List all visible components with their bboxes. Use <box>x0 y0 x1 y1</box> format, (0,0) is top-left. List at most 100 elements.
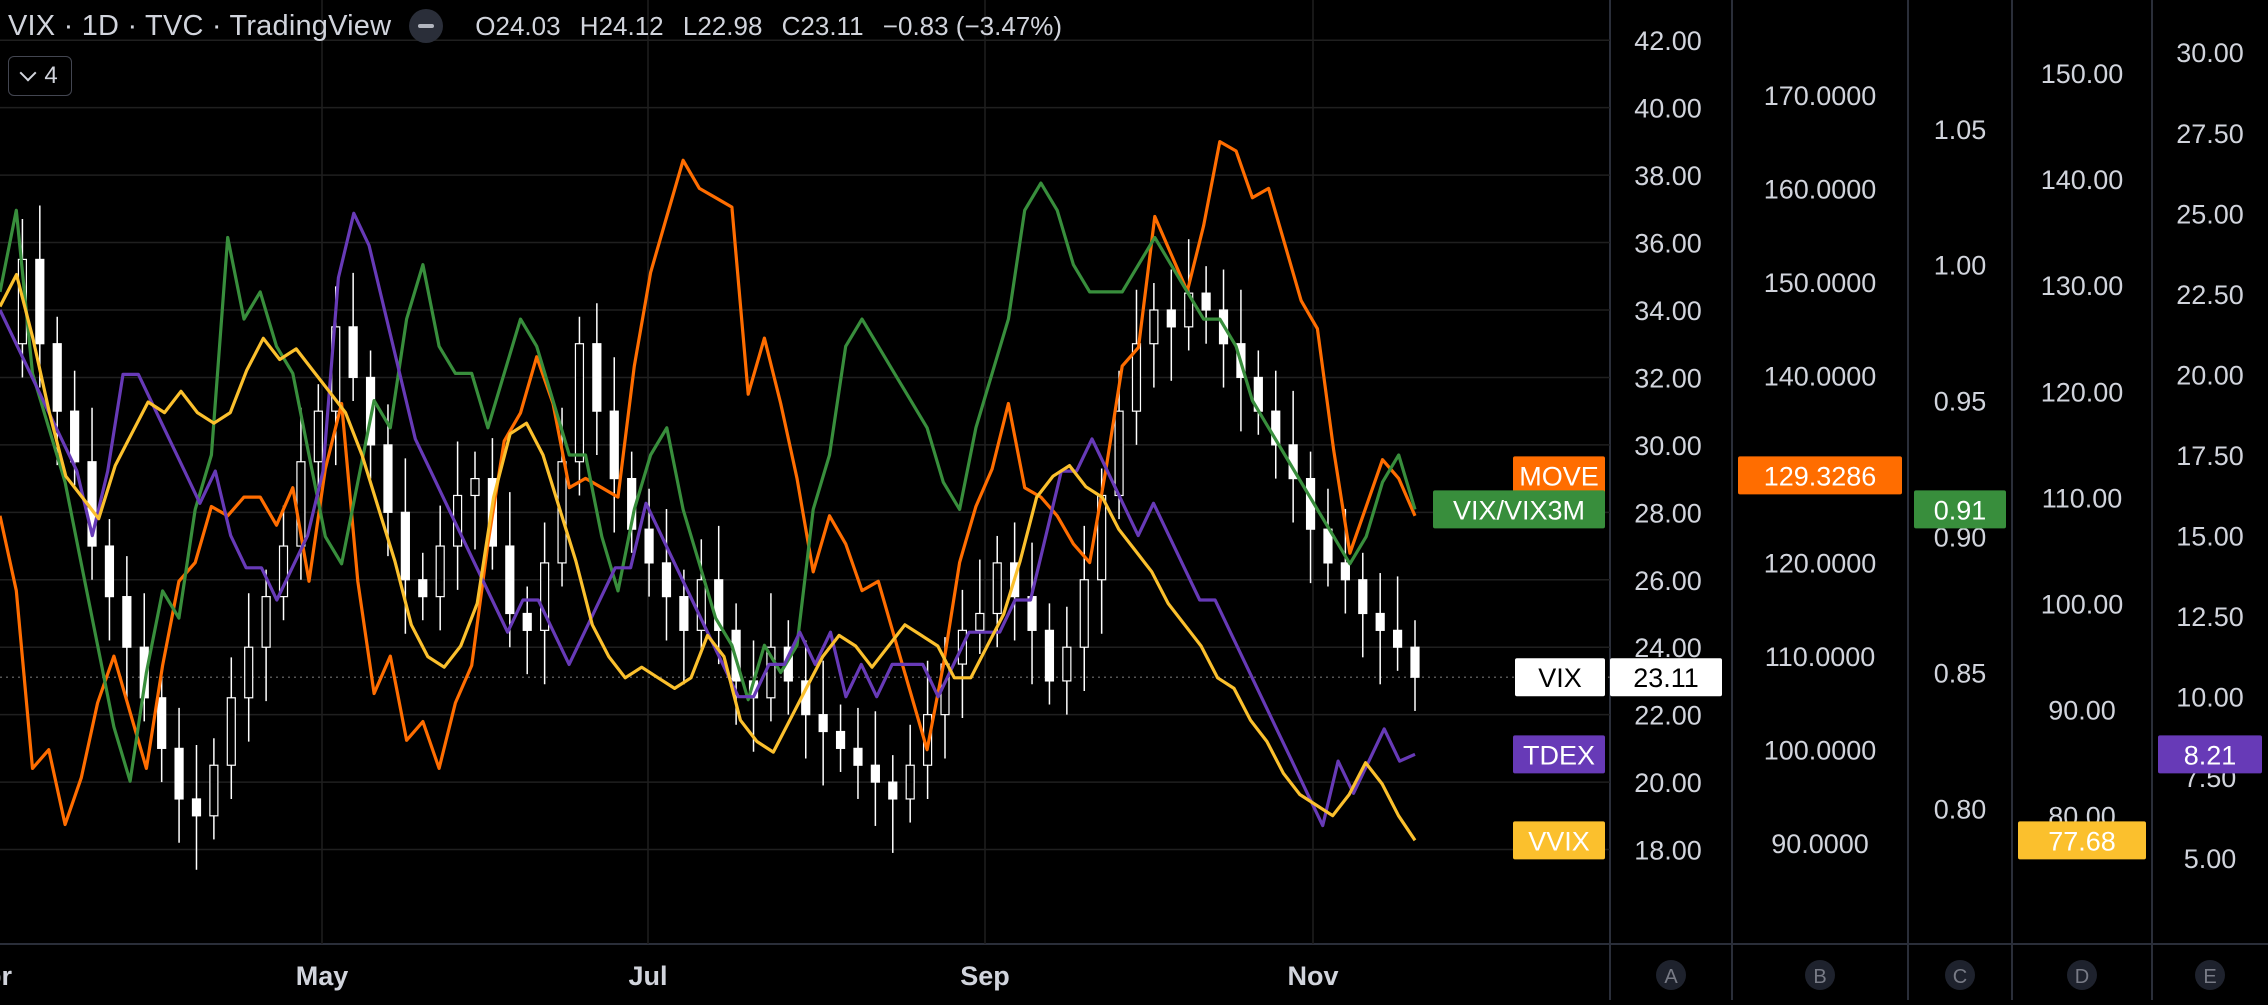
axis-d-tick: 140.00 <box>2041 165 2124 195</box>
main-axis-tick: 20.00 <box>1634 768 1702 798</box>
candle-body <box>505 545 515 615</box>
candle-body <box>122 596 132 648</box>
axis-b-tick: 120.0000 <box>1764 549 1877 579</box>
candle-body <box>1079 579 1089 648</box>
main-axis-tick: 28.00 <box>1634 498 1702 528</box>
axis-b-tick: 150.0000 <box>1764 268 1877 298</box>
axis-e-tick: 27.50 <box>2176 119 2244 149</box>
axis-badge <box>1945 960 1975 990</box>
axis-badge <box>2067 960 2097 990</box>
series-value-tag-vix-vix3m <box>1914 490 2006 529</box>
candle-body <box>522 612 532 631</box>
high-value: H24.12 <box>579 10 664 41</box>
series-value-tag-tdex <box>2158 735 2262 774</box>
x-axis-tick: Jul <box>628 961 667 991</box>
candle-body <box>313 410 323 463</box>
main-axis-tick: 36.00 <box>1634 229 1702 259</box>
candle-body <box>1149 309 1159 345</box>
main-axis-tick: 18.00 <box>1634 836 1702 866</box>
candle-body <box>1375 612 1385 631</box>
candle-body <box>104 545 115 598</box>
candle-body <box>1166 309 1176 328</box>
candle-body <box>1340 562 1350 581</box>
axis-badge <box>1805 960 1835 990</box>
x-axis-tick: Apr <box>0 961 12 991</box>
series-line-tdex <box>0 211 1416 828</box>
candle-body <box>592 343 602 412</box>
main-axis-tick: 32.00 <box>1634 363 1702 393</box>
axis-e-tick: 25.00 <box>2176 199 2244 229</box>
candle-body <box>888 781 898 800</box>
axis-badge-label: C <box>1953 966 1967 988</box>
axis-e-tick: 22.50 <box>2176 280 2244 310</box>
candle-body <box>435 545 445 598</box>
series-name-label-vvix: VVIX <box>1528 826 1590 856</box>
axis-badge-label: D <box>2075 966 2089 988</box>
candle-body <box>1114 410 1124 497</box>
axis-e-tick: 20.00 <box>2176 360 2244 390</box>
axis-b-tick: 110.0000 <box>1765 642 1876 672</box>
candle-body <box>714 579 724 631</box>
candle-body <box>52 343 62 412</box>
candle-body <box>35 258 45 345</box>
candle-body <box>835 730 846 749</box>
series-name-tag-vix-vix3m <box>1433 490 1605 529</box>
series-value-label-vix-vix3m: 0.91 <box>1934 495 1987 525</box>
chart-legend: VIX · 1D · TVC · TradingView O24.03 H24.… <box>0 0 1074 52</box>
low-value: L22.98 <box>682 10 763 41</box>
axis-e-tick: 12.50 <box>2176 602 2244 632</box>
candle-body <box>261 596 271 648</box>
main-axis-tick: 42.00 <box>1634 26 1702 56</box>
axis-b-tick: 100.0000 <box>1764 736 1877 766</box>
main-axis-tick: 26.00 <box>1634 566 1702 596</box>
candle-body <box>992 562 1002 615</box>
hide-icon[interactable] <box>409 9 444 43</box>
axis-e-tick: 15.00 <box>2176 522 2244 552</box>
candle-body <box>418 579 428 598</box>
axis-badge-label: B <box>1813 966 1826 988</box>
candle-body <box>766 646 776 699</box>
axis-d-tick: 110.00 <box>2042 483 2123 513</box>
candle-body <box>70 410 80 463</box>
candle-body <box>139 646 149 699</box>
main-axis-tick: 38.00 <box>1634 161 1702 191</box>
candle-body <box>1358 579 1368 615</box>
candle-body <box>975 612 985 631</box>
axis-d-tick: 90.00 <box>2048 696 2116 726</box>
symbol-title[interactable]: VIX · 1D · TVC · TradingView <box>8 9 392 42</box>
series-name-label-tdex: TDEX <box>1523 740 1595 770</box>
axis-badge-label: E <box>2203 966 2216 988</box>
ohlc-values: O24.03 H24.12 L22.98 C23.11 −0.83 (−3.47… <box>475 11 1074 42</box>
candle-body <box>1062 646 1072 682</box>
x-axis-tick: May <box>296 961 349 991</box>
open-value: O24.03 <box>475 10 561 41</box>
x-axis-tick: Nov <box>1287 961 1338 991</box>
indicators-count: 4 <box>44 62 58 89</box>
indicators-collapse-button[interactable]: 4 <box>8 56 72 96</box>
candle-body <box>191 798 202 817</box>
candle-body <box>226 697 236 766</box>
axis-b-tick: 160.0000 <box>1764 174 1877 204</box>
series-name-label-vix: VIX <box>1538 663 1582 693</box>
candle-body <box>174 747 184 800</box>
main-axis-tick: 40.00 <box>1634 94 1702 124</box>
axis-c-tick: 1.00 <box>1934 251 1987 281</box>
candle-body <box>679 596 689 631</box>
series-value-tag-vix <box>1610 658 1722 697</box>
main-axis-tick: 24.00 <box>1634 633 1702 663</box>
axis-badge <box>2195 960 2225 990</box>
main-axis-tick: 30.00 <box>1634 431 1702 461</box>
series-value-label-move: 129.3286 <box>1764 461 1877 491</box>
candle-body <box>540 562 550 631</box>
series-value-label-vvix: 77.68 <box>2048 826 2116 856</box>
candle-body <box>1201 292 1211 311</box>
series-name-label-move: MOVE <box>1519 461 1599 491</box>
series-name-tag-vix <box>1515 658 1605 697</box>
candle-body <box>209 764 219 817</box>
change-value: −0.83 (−3.47%) <box>882 10 1063 41</box>
series-line-vix-vix3m <box>0 181 1417 783</box>
candle-body <box>1044 629 1055 682</box>
series-name-tag-move <box>1513 456 1605 495</box>
